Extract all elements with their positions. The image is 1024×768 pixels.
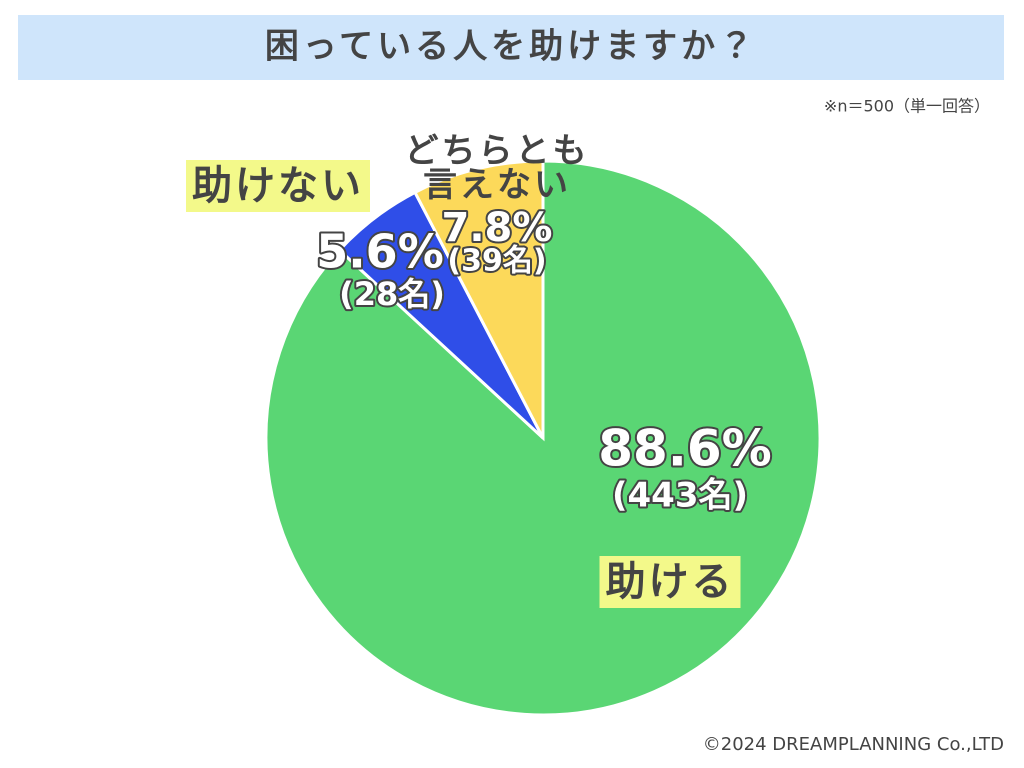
value-label: 88.6%	[598, 420, 771, 478]
credit: ©2024 DREAMPLANNING Co.,LTD	[703, 734, 1004, 755]
labels: 88.6%(443名) 5.6%(28名) 7.8%(39名)	[314, 203, 774, 518]
count-label: (39名)	[447, 244, 546, 279]
subtitle: ※n＝500（単一回答）	[824, 97, 990, 116]
category-label: 助ける	[599, 556, 741, 608]
chart-title: 困っている人を助けますか？	[265, 27, 757, 67]
category-label: 助けない	[186, 160, 370, 212]
count-label: (443名)	[612, 476, 748, 516]
category-label: どちらとも 言えない	[404, 131, 590, 205]
title-bar	[18, 15, 1004, 80]
count-label: (28名)	[339, 275, 445, 313]
value-label: 7.8%	[442, 205, 553, 251]
pie-slice	[412, 159, 545, 439]
value-label: 5.6%	[316, 225, 444, 279]
